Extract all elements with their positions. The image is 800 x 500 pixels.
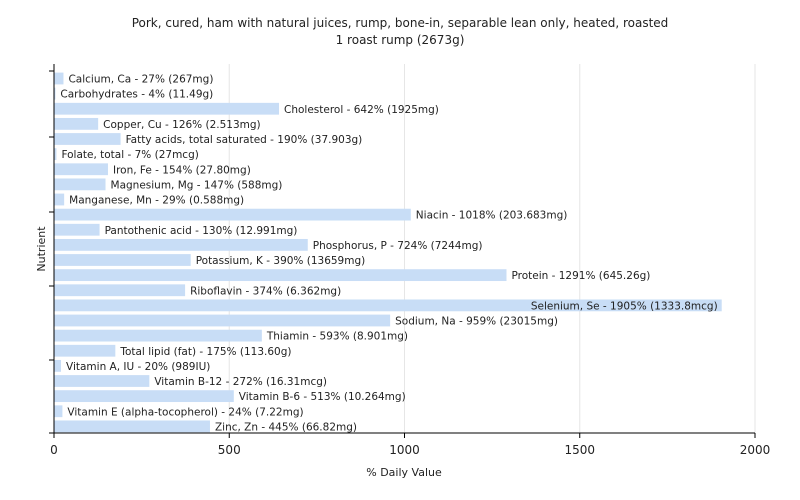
y-axis-title: Nutrient — [35, 226, 48, 272]
bar-label: Iron, Fe - 154% (27.80mg) — [113, 164, 251, 176]
bar — [54, 72, 64, 85]
bar-label: Copper, Cu - 126% (2.513mg) — [103, 119, 261, 131]
bar-label: Vitamin E (alpha-tocopherol) - 24% (7.22… — [67, 406, 303, 418]
bar-label: Fatty acids, total saturated - 190% (37.… — [126, 134, 363, 146]
bar-label: Calcium, Ca - 27% (267mg) — [68, 74, 213, 86]
bar — [54, 314, 391, 327]
bar — [54, 178, 106, 191]
x-ticks: 0 500 1000 1500 2000 — [49, 70, 771, 457]
bar-label: Total lipid (fat) - 175% (113.60g) — [119, 346, 291, 358]
bar-label: Potassium, K - 390% (13659mg) — [196, 255, 366, 267]
x-tick-label: 1500 — [564, 443, 595, 457]
chart-title: Pork, cured, ham with natural juices, ru… — [132, 16, 669, 30]
bar — [54, 87, 56, 100]
bar-label: Magnesium, Mg - 147% (588mg) — [111, 179, 283, 191]
bar — [54, 223, 100, 236]
bar-label: Pantothenic acid - 130% (12.991mg) — [105, 225, 298, 237]
bar-label: Folate, total - 7% (27mcg) — [61, 149, 198, 161]
bar-label: Protein - 1291% (645.26g) — [511, 270, 650, 282]
bar-label: Selenium, Se - 1905% (1333.8mcg) — [531, 300, 718, 312]
bar-label: Niacin - 1018% (203.683mg) — [416, 210, 568, 222]
chart-subtitle: 1 roast rump (2673g) — [336, 33, 465, 47]
bars: Calcium, Ca - 27% (267mg) Carbohydrates -… — [54, 72, 722, 433]
bar-label: Manganese, Mn - 29% (0.588mg) — [69, 195, 244, 207]
bar — [54, 102, 280, 115]
bar — [54, 238, 308, 251]
x-axis-title: % Daily Value — [366, 466, 442, 479]
bar — [54, 193, 65, 206]
bar-label: Riboflavin - 374% (6.362mg) — [190, 285, 341, 297]
bar — [54, 299, 722, 312]
bar-label: Thiamin - 593% (8.901mg) — [266, 331, 408, 343]
x-tick-label: 2000 — [740, 443, 771, 457]
bar — [54, 375, 150, 387]
bar-label: Cholesterol - 642% (1925mg) — [284, 104, 439, 116]
bar — [54, 344, 116, 357]
bar — [54, 269, 507, 282]
bar — [54, 284, 186, 297]
bar — [54, 163, 108, 176]
bar — [54, 359, 62, 372]
bar — [54, 329, 262, 342]
bar — [54, 405, 63, 418]
bar-label: Vitamin B-12 - 272% (16.31mcg) — [154, 376, 327, 388]
bar-label: Zinc, Zn - 445% (66.82mg) — [215, 421, 357, 433]
bar — [54, 420, 210, 433]
bar — [54, 148, 57, 161]
x-tick-label: 0 — [50, 443, 58, 457]
bar-label: Sodium, Na - 959% (23015mg) — [395, 316, 558, 328]
x-tick-label: 1000 — [389, 443, 420, 457]
bar — [54, 254, 191, 266]
x-tick-label: 500 — [218, 443, 241, 457]
bar — [54, 390, 234, 403]
bar — [54, 133, 121, 145]
bar-label: Vitamin A, IU - 20% (989IU) — [66, 361, 210, 373]
bar-label: Carbohydrates - 4% (11.49g) — [60, 89, 213, 101]
bar — [54, 117, 99, 130]
bar-label: Vitamin B-6 - 513% (10.264mg) — [239, 391, 406, 403]
bar-label: Phosphorus, P - 724% (7244mg) — [313, 240, 483, 252]
bar — [54, 208, 411, 221]
